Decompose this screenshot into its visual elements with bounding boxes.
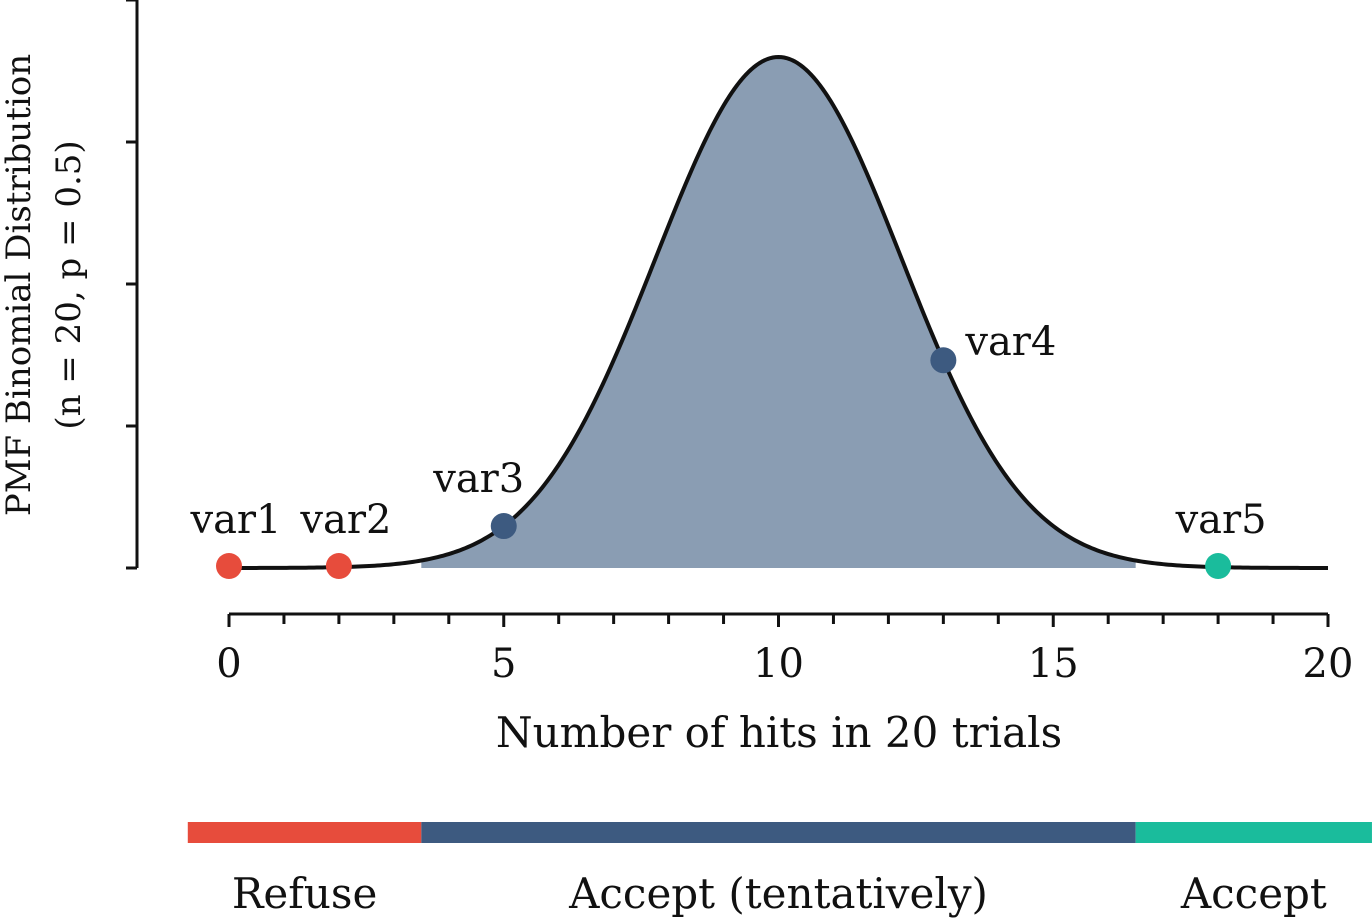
y-axis-title-line1: PMF Binomial Distribution — [0, 54, 39, 516]
point-label-var4: var4 — [964, 319, 1056, 365]
region-label-1: Accept (tentatively) — [568, 869, 988, 918]
y-axis — [126, 0, 139, 570]
point-var5 — [1205, 553, 1232, 579]
region-bar-1 — [421, 822, 1136, 843]
decision-regions: Refuse Accept (tentatively) Accept — [187, 822, 1372, 918]
point-label-var1: var1 — [189, 497, 281, 543]
region-label-2: Accept — [1180, 869, 1327, 918]
pmf-curve — [218, 55, 1329, 570]
point-var1 — [216, 553, 242, 579]
point-var2 — [325, 553, 352, 579]
x-tick-label: 5 — [491, 641, 516, 687]
x-axis: 0 5 10 15 20 — [216, 612, 1354, 687]
x-tick-label: 20 — [1303, 641, 1354, 687]
region-bar-2 — [1135, 822, 1372, 843]
point-label-var5: var5 — [1175, 497, 1267, 543]
point-label-var2: var2 — [299, 497, 391, 543]
x-tick-label: 10 — [753, 641, 804, 687]
marked-points: var1 var2 var3 var4 var5 — [189, 319, 1267, 579]
x-tick-label: 15 — [1028, 641, 1079, 687]
region-bar-0 — [187, 822, 422, 843]
pmf-area-layer — [218, 55, 1329, 570]
point-label-var3: var3 — [432, 456, 524, 502]
point-var4 — [930, 347, 957, 374]
point-var3 — [490, 513, 517, 540]
region-label-0: Refuse — [232, 869, 377, 918]
x-tick-label: 0 — [216, 641, 241, 687]
y-axis-title-line2: (n = 20, p = 0.5) — [49, 140, 89, 429]
pmf-shaded-area — [421, 57, 1136, 568]
x-axis-title: Number of hits in 20 trials — [496, 708, 1062, 757]
